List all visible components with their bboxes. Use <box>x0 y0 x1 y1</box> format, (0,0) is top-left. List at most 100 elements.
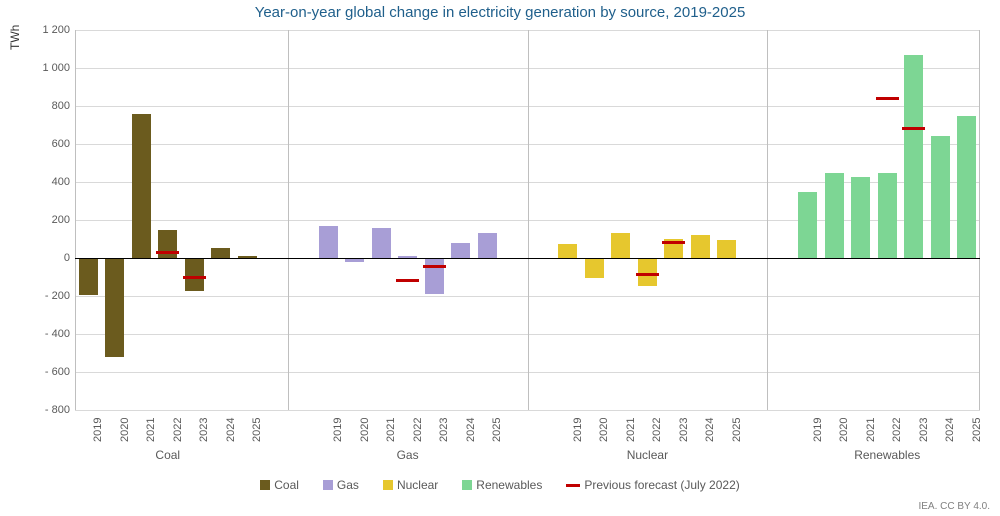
xtick-group: Nuclear <box>555 448 741 462</box>
legend-item: Gas <box>323 478 359 492</box>
xtick-year: 2022 <box>412 418 424 442</box>
attribution: IEA. CC BY 4.0. <box>918 501 990 512</box>
legend-item: Renewables <box>462 478 542 492</box>
xtick-group: Renewables <box>794 448 980 462</box>
group-separator <box>767 30 768 410</box>
legend-item: Coal <box>260 478 299 492</box>
forecast-marker <box>662 241 685 244</box>
ytick-label: 1 000 <box>25 62 70 74</box>
xtick-year: 2025 <box>491 418 503 442</box>
bar <box>79 258 98 295</box>
xtick-year: 2024 <box>465 418 477 442</box>
bar <box>691 235 710 258</box>
ytick-label: 800 <box>25 100 70 112</box>
xtick-year: 2020 <box>359 418 371 442</box>
xtick-year: 2020 <box>838 418 850 442</box>
legend-label: Renewables <box>476 478 542 492</box>
bar <box>611 233 630 258</box>
forecast-marker <box>183 276 206 279</box>
zero-line <box>75 258 980 260</box>
xtick-year: 2024 <box>704 418 716 442</box>
legend-label: Coal <box>274 478 299 492</box>
xtick-group: Coal <box>75 448 261 462</box>
ytick-label: - 200 <box>25 290 70 302</box>
ytick-label: - 800 <box>25 404 70 416</box>
yaxis-label: TWh <box>8 25 22 50</box>
bar <box>931 136 950 258</box>
xtick-year: 2019 <box>332 418 344 442</box>
legend: Coal Gas Nuclear Renewables Previous forecas… <box>0 478 1000 492</box>
bar <box>825 173 844 259</box>
bar <box>451 243 470 258</box>
bar <box>132 114 151 258</box>
plot-border <box>75 30 76 410</box>
xtick-year: 2022 <box>651 418 663 442</box>
ytick-label: - 600 <box>25 366 70 378</box>
legend-swatch-line <box>566 484 580 487</box>
legend-swatch <box>260 480 270 490</box>
bar <box>478 233 497 258</box>
plot-border <box>979 30 980 410</box>
bar <box>717 240 736 258</box>
legend-label: Nuclear <box>397 478 438 492</box>
xtick-year: 2025 <box>251 418 263 442</box>
ytick-label: 200 <box>25 214 70 226</box>
ytick-label: - 400 <box>25 328 70 340</box>
xtick-year: 2020 <box>119 418 131 442</box>
chart-container: Year-on-year global change in electricit… <box>0 0 1000 516</box>
xtick-year: 2019 <box>572 418 584 442</box>
xtick-year: 2023 <box>438 418 450 442</box>
bar <box>105 258 124 357</box>
bar <box>904 55 923 258</box>
xtick-year: 2021 <box>145 418 157 442</box>
xtick-year: 2023 <box>918 418 930 442</box>
ytick-label: 0 <box>25 252 70 264</box>
xtick-year: 2019 <box>92 418 104 442</box>
xtick-group: Gas <box>315 448 501 462</box>
chart-title: Year-on-year global change in electricit… <box>0 4 1000 21</box>
forecast-marker <box>876 97 899 100</box>
legend-swatch <box>383 480 393 490</box>
ytick-label: 400 <box>25 176 70 188</box>
legend-item: Nuclear <box>383 478 438 492</box>
forecast-marker <box>156 251 179 254</box>
legend-label: Gas <box>337 478 359 492</box>
xtick-year: 2022 <box>172 418 184 442</box>
ytick-label: 600 <box>25 138 70 150</box>
bar <box>425 258 444 294</box>
legend-label: Previous forecast (July 2022) <box>584 478 739 492</box>
bar <box>558 244 577 258</box>
xtick-year: 2022 <box>891 418 903 442</box>
xtick-year: 2025 <box>971 418 983 442</box>
bar <box>319 226 338 258</box>
xtick-year: 2021 <box>865 418 877 442</box>
xtick-year: 2025 <box>731 418 743 442</box>
bar <box>211 248 230 258</box>
bar <box>372 228 391 258</box>
legend-swatch <box>323 480 333 490</box>
group-separator <box>288 30 289 410</box>
xtick-year: 2023 <box>678 418 690 442</box>
xtick-year: 2020 <box>598 418 610 442</box>
plot-area: - 800- 600- 400- 2000 200 400 600 8001 0… <box>75 30 980 410</box>
bar <box>798 192 817 259</box>
xtick-year: 2024 <box>944 418 956 442</box>
group-separator <box>528 30 529 410</box>
bar <box>957 116 976 258</box>
gridline <box>75 410 980 411</box>
forecast-marker <box>636 273 659 276</box>
ytick-label: 1 200 <box>25 24 70 36</box>
forecast-marker <box>423 265 446 268</box>
xtick-year: 2019 <box>812 418 824 442</box>
forecast-marker <box>396 279 419 282</box>
bar <box>878 173 897 259</box>
xtick-year: 2023 <box>198 418 210 442</box>
legend-swatch <box>462 480 472 490</box>
xtick-year: 2024 <box>225 418 237 442</box>
legend-item-forecast: Previous forecast (July 2022) <box>566 478 739 492</box>
bar <box>585 258 604 278</box>
bar <box>851 177 870 258</box>
xtick-year: 2021 <box>385 418 397 442</box>
xtick-year: 2021 <box>625 418 637 442</box>
forecast-marker <box>902 127 925 130</box>
